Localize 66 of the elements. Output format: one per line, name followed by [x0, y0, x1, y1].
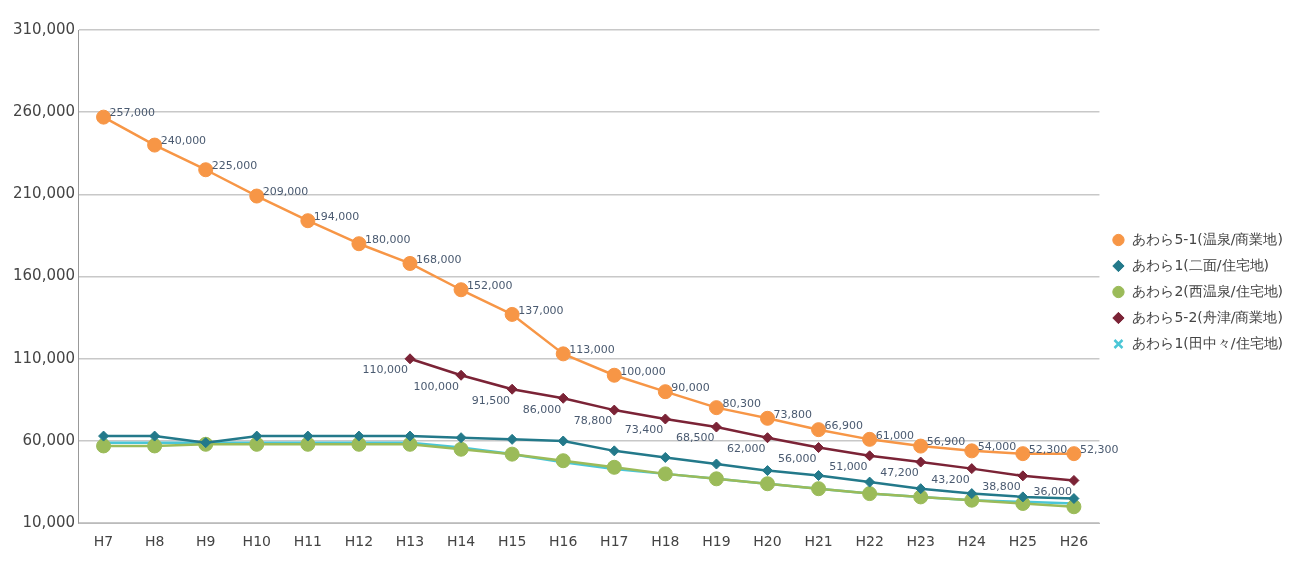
data-label: 180,000	[364, 233, 411, 247]
data-label: 56,900	[926, 435, 966, 449]
x-tick-label: H16	[549, 533, 578, 550]
x-tick-label: H22	[855, 533, 884, 550]
data-label: 43,200	[931, 472, 970, 486]
data-label: 194,000	[313, 210, 360, 224]
x-tick-label: H7	[93, 533, 114, 550]
x-tick-label: H11	[293, 533, 323, 550]
x-tick-label: H14	[446, 533, 476, 550]
y-tick-label: 160,000	[13, 266, 76, 285]
legend-label: あわら5-1(温泉/商業地)	[1132, 230, 1283, 247]
data-label: 86,000	[522, 402, 562, 416]
y-tick-label: 310,000	[13, 19, 76, 38]
x-tick-label: H23	[906, 533, 935, 550]
data-label: 137,000	[518, 303, 564, 317]
x-tick-label: H24	[957, 533, 987, 550]
data-label: 100,000	[413, 379, 460, 393]
x-tick-label: H13	[395, 533, 425, 550]
data-label: 66,900	[824, 419, 864, 433]
data-label: 52,300	[1028, 443, 1068, 457]
data-label: 257,000	[109, 106, 156, 120]
data-label: 73,800	[773, 407, 812, 421]
data-label: 54,000	[977, 440, 1017, 454]
x-tick-label: H15	[497, 533, 527, 550]
x-tick-label: H20	[753, 533, 782, 550]
legend-label: あわら1(二面/住宅地)	[1132, 256, 1270, 273]
legend-label: あわら1(田中々/住宅地)	[1132, 334, 1284, 351]
y-tick-label: 110,000	[13, 348, 76, 367]
data-label: 152,000	[467, 279, 513, 293]
x-tick-label: H10	[242, 533, 271, 550]
y-tick-label: 260,000	[13, 102, 76, 121]
legend-label: あわら5-2(舟津/商業地)	[1132, 308, 1283, 325]
data-label: 51,000	[829, 460, 868, 474]
data-label: 38,800	[982, 480, 1021, 494]
data-label: 73,400	[624, 423, 664, 437]
data-label: 36,000	[1033, 484, 1072, 498]
data-label: 78,800	[573, 414, 613, 428]
x-tick-label: H19	[702, 533, 731, 550]
legend-label: あわら2(西温泉/住宅地)	[1132, 282, 1284, 299]
data-label: 52,300	[1079, 443, 1119, 457]
y-tick-label: 10,000	[22, 513, 76, 532]
x-tick-label: H12	[344, 533, 374, 550]
data-label: 62,000	[726, 442, 766, 456]
x-tick-label: H25	[1008, 533, 1038, 550]
data-label: 91,500	[471, 393, 511, 407]
data-label: 47,200	[880, 466, 919, 480]
x-tick-label: H18	[651, 533, 680, 550]
x-tick-label: H26	[1059, 533, 1089, 550]
data-label: 168,000	[415, 252, 462, 266]
x-tick-label: H9	[195, 533, 216, 550]
data-label: 113,000	[569, 343, 615, 357]
data-label: 240,000	[160, 134, 207, 148]
data-label: 209,000	[262, 185, 309, 199]
data-label: 225,000	[211, 159, 258, 173]
data-label: 90,000	[671, 381, 710, 395]
data-label: 68,500	[675, 431, 715, 445]
x-tick-label: H17	[600, 533, 629, 550]
data-label: 80,300	[722, 396, 761, 410]
data-label: 100,000	[620, 364, 666, 378]
data-label: 110,000	[362, 363, 408, 377]
data-label: 61,000	[875, 428, 915, 442]
x-tick-label: H21	[804, 533, 833, 550]
y-tick-label: 210,000	[13, 184, 76, 203]
data-label: 56,000	[778, 451, 817, 465]
y-tick-label: 60,000	[22, 430, 76, 449]
x-tick-label: H8	[144, 533, 165, 550]
